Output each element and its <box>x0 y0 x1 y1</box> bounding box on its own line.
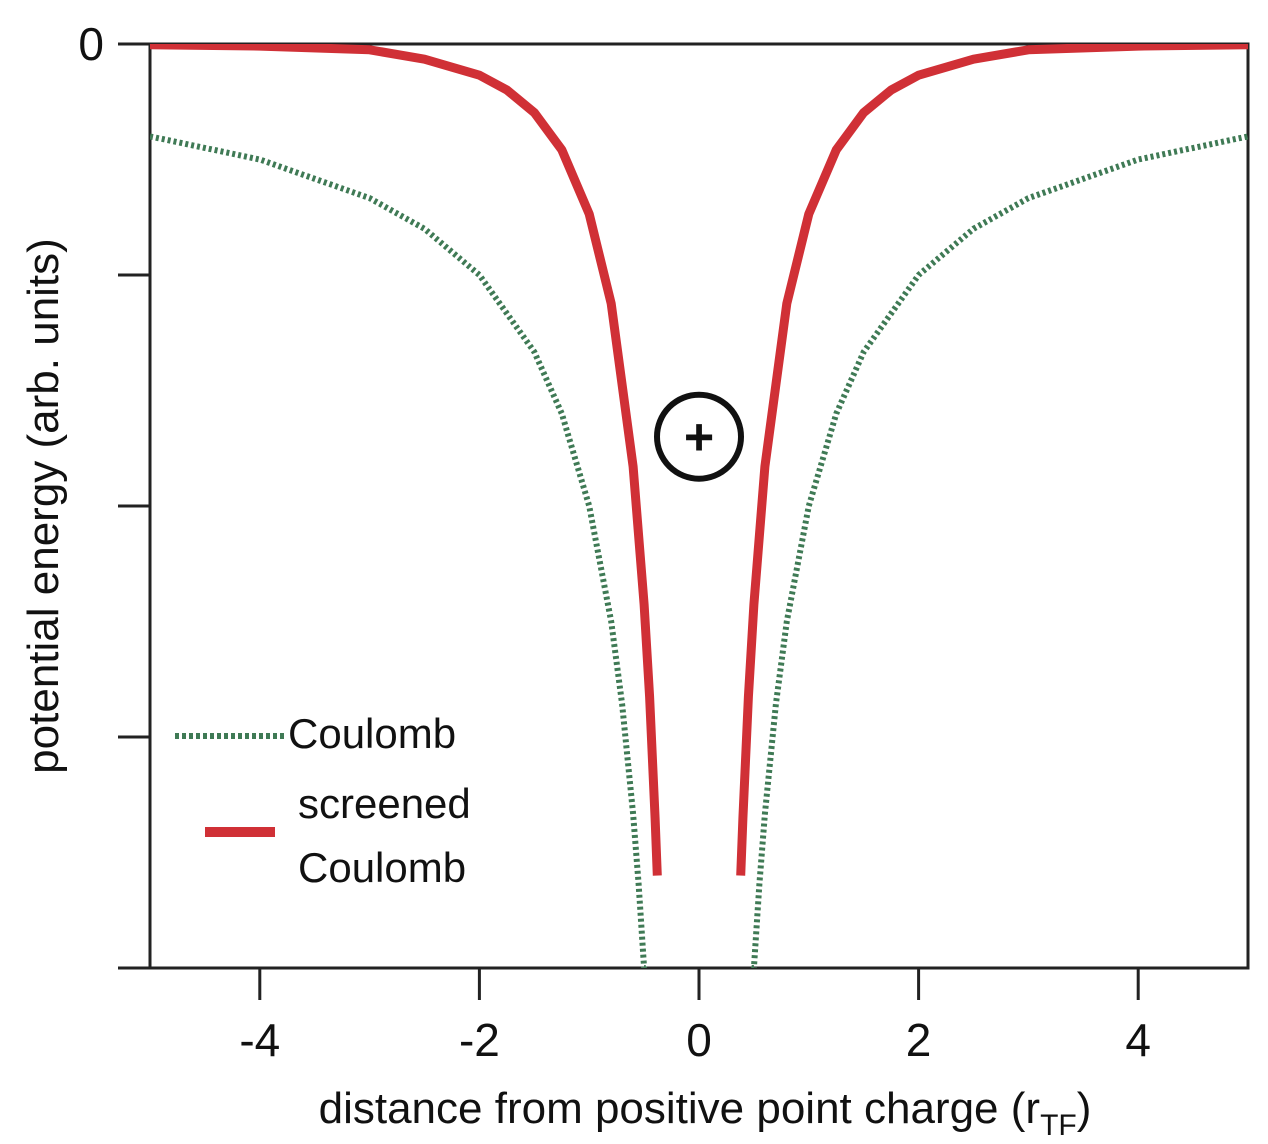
plot-frame <box>148 42 1250 970</box>
x-axis-label-main: distance from positive point charge (r <box>319 1084 1040 1133</box>
x-tick-label-4: 4 <box>1125 1014 1151 1066</box>
series-layer <box>150 44 1248 968</box>
x-axis-label-close: ) <box>1077 1084 1092 1133</box>
legend-screened-label-line2: Coulomb <box>298 844 466 891</box>
charge-plus-sign: + <box>684 409 714 467</box>
screened-coulomb-curve-right <box>736 44 1248 876</box>
x-tick-label-1: -2 <box>459 1014 500 1066</box>
y-axis-label: potential energy (arb. units) <box>19 238 68 774</box>
x-tick-label-3: 2 <box>906 1014 932 1066</box>
legend: Coulomb screened Coulomb <box>175 710 471 891</box>
x-axis-label: distance from positive point charge (rTF… <box>319 1084 1092 1142</box>
x-axis: -4 -2 0 2 4 <box>239 968 1151 1066</box>
y-axis: 0 <box>78 18 150 970</box>
x-axis-label-subscript: TF <box>1040 1109 1077 1142</box>
plot-area <box>148 42 1250 970</box>
legend-coulomb-label: Coulomb <box>288 710 456 757</box>
charge-circle <box>654 391 744 482</box>
positive-charge-annotation: + <box>654 391 744 482</box>
x-tick-label-0: -4 <box>239 1014 280 1066</box>
legend-screened-label-line1: screened <box>298 780 471 827</box>
screened-coulomb-curve-left <box>150 44 662 876</box>
y-tick-label-0: 0 <box>78 18 104 70</box>
coulomb-curve-right <box>750 133 1248 968</box>
x-tick-label-2: 0 <box>686 1014 712 1066</box>
coulomb-curve-left <box>150 133 648 968</box>
